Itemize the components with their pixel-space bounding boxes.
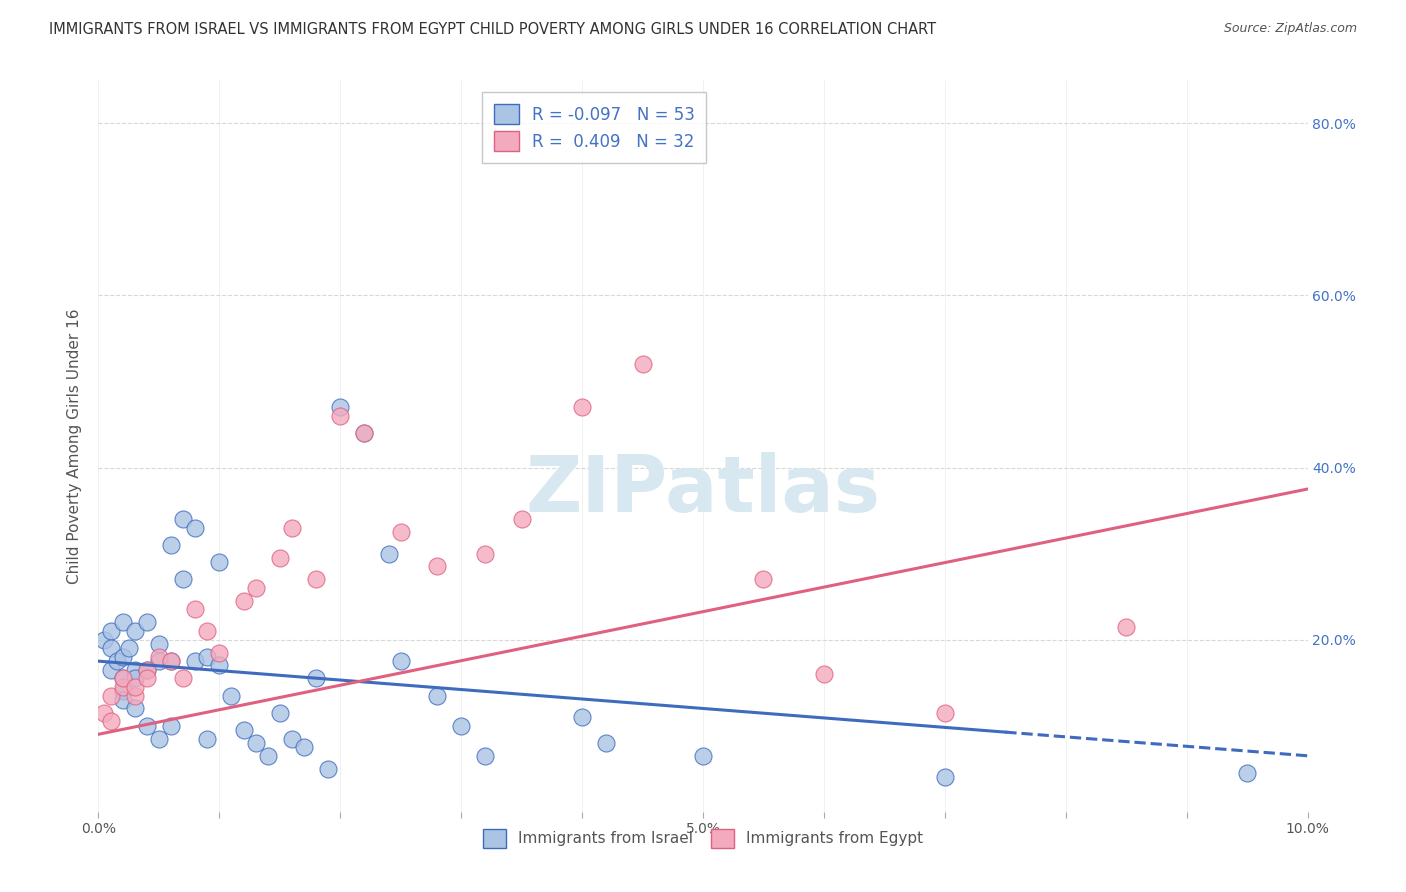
Point — [208, 555, 231, 569]
Point — [148, 731, 170, 746]
Point — [1236, 766, 1258, 780]
Point — [232, 594, 254, 608]
Point — [100, 624, 122, 638]
Point — [389, 524, 412, 539]
Point — [172, 512, 194, 526]
Point — [292, 740, 315, 755]
Point — [160, 538, 183, 552]
Point — [245, 581, 267, 595]
Point — [934, 770, 956, 784]
Point — [571, 710, 593, 724]
Point — [631, 357, 654, 371]
Point — [160, 654, 183, 668]
Point — [93, 632, 115, 647]
Point — [124, 671, 146, 685]
Point — [100, 714, 122, 729]
Point — [184, 602, 207, 616]
Point — [111, 671, 134, 685]
Point — [111, 615, 134, 630]
Point — [124, 701, 146, 715]
Point — [245, 736, 267, 750]
Legend: Immigrants from Israel, Immigrants from Egypt: Immigrants from Israel, Immigrants from … — [475, 822, 931, 855]
Text: IMMIGRANTS FROM ISRAEL VS IMMIGRANTS FROM EGYPT CHILD POVERTY AMONG GIRLS UNDER : IMMIGRANTS FROM ISRAEL VS IMMIGRANTS FRO… — [49, 22, 936, 37]
Point — [353, 426, 375, 441]
Point — [510, 512, 533, 526]
Point — [124, 624, 146, 638]
Point — [269, 706, 291, 720]
Point — [124, 689, 146, 703]
Point — [221, 689, 243, 703]
Point — [135, 671, 157, 685]
Text: Source: ZipAtlas.com: Source: ZipAtlas.com — [1223, 22, 1357, 36]
Point — [208, 658, 231, 673]
Point — [135, 663, 157, 677]
Point — [124, 663, 146, 677]
Point — [105, 654, 128, 668]
Y-axis label: Child Poverty Among Girls Under 16: Child Poverty Among Girls Under 16 — [67, 309, 83, 583]
Point — [100, 641, 122, 656]
Point — [595, 736, 617, 750]
Point — [148, 637, 170, 651]
Point — [111, 649, 134, 664]
Point — [232, 723, 254, 737]
Point — [692, 748, 714, 763]
Point — [571, 401, 593, 415]
Point — [329, 401, 352, 415]
Point — [172, 573, 194, 587]
Point — [208, 646, 231, 660]
Point — [426, 689, 449, 703]
Point — [426, 559, 449, 574]
Point — [160, 654, 183, 668]
Point — [111, 693, 134, 707]
Point — [377, 547, 399, 561]
Point — [160, 719, 183, 733]
Point — [195, 731, 218, 746]
Point — [135, 615, 157, 630]
Point — [305, 573, 328, 587]
Point — [281, 731, 304, 746]
Point — [474, 547, 496, 561]
Point — [316, 762, 339, 776]
Point — [281, 521, 304, 535]
Point — [111, 684, 134, 698]
Point — [135, 719, 157, 733]
Point — [389, 654, 412, 668]
Point — [269, 550, 291, 565]
Point — [100, 663, 122, 677]
Point — [111, 680, 134, 694]
Point — [450, 719, 472, 733]
Point — [111, 671, 134, 685]
Point — [305, 671, 328, 685]
Point — [124, 680, 146, 694]
Point — [256, 748, 278, 763]
Point — [93, 706, 115, 720]
Point — [474, 748, 496, 763]
Point — [813, 667, 835, 681]
Point — [934, 706, 956, 720]
Point — [195, 649, 218, 664]
Point — [172, 671, 194, 685]
Point — [1115, 620, 1137, 634]
Text: ZIPatlas: ZIPatlas — [526, 452, 880, 528]
Point — [148, 649, 170, 664]
Point — [184, 521, 207, 535]
Point — [329, 409, 352, 423]
Point — [148, 654, 170, 668]
Point — [195, 624, 218, 638]
Point — [353, 426, 375, 441]
Point — [184, 654, 207, 668]
Point — [118, 641, 141, 656]
Point — [100, 689, 122, 703]
Point — [752, 573, 775, 587]
Point — [135, 663, 157, 677]
